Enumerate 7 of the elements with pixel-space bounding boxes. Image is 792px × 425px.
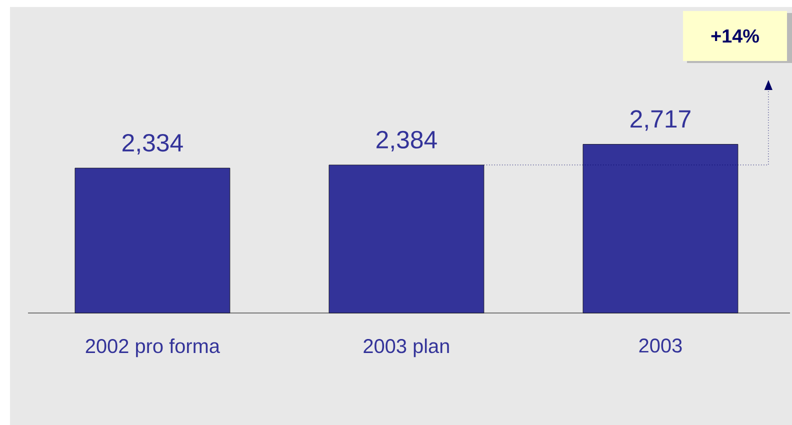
data-label: 2,717 (630, 110, 690, 131)
data-label: 2,384 (376, 130, 437, 152)
x-tick-label: 2002 pro forma (86, 338, 220, 358)
text: +14% (711, 29, 759, 43)
data-label: 2,334 (122, 134, 183, 155)
x-tick-label: 2003 plan (364, 338, 449, 358)
x-tick-label: 2003 (639, 338, 682, 353)
